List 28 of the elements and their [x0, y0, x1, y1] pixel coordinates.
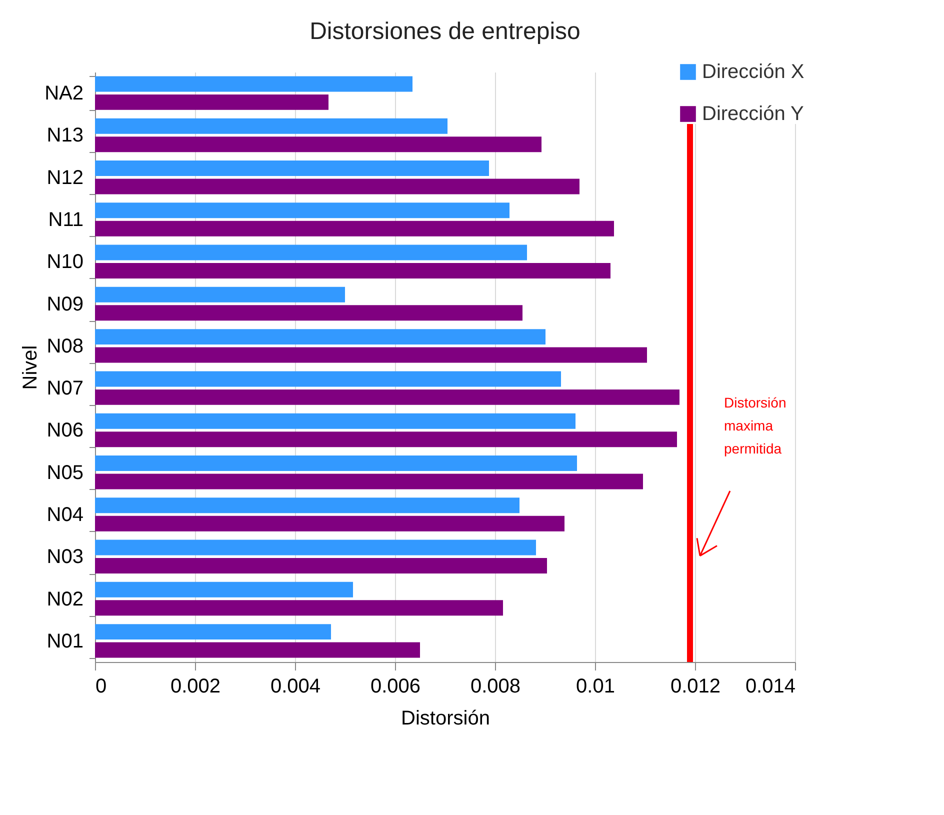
y-tick-label: N05: [46, 462, 84, 484]
y-tick-label: N01: [46, 630, 84, 652]
y-tick-label: N02: [46, 588, 84, 610]
y-tick-label: N11: [48, 209, 84, 231]
y-tick-label: N07: [46, 378, 84, 400]
legend-label: Dirección Y: [702, 103, 804, 125]
chart-title: Distorsiones de entrepiso: [310, 18, 580, 45]
y-tick-label: N03: [46, 546, 84, 568]
x-tick-label: 0.006: [370, 676, 421, 698]
y-tick-label: N04: [46, 504, 84, 526]
x-tick-label: 0.002: [170, 676, 221, 698]
y-tick-label: N13: [46, 124, 84, 147]
y-tick-label: N10: [46, 251, 84, 274]
x-tick-label: 0.008: [470, 676, 521, 698]
y-tick-label: N08: [46, 335, 84, 358]
y-axis-title: Nivel: [20, 345, 42, 390]
y-tick-label: N09: [46, 293, 84, 316]
x-tick-label: 0: [96, 676, 107, 698]
y-tick-label: N12: [46, 166, 84, 189]
x-axis-title: Distorsión: [401, 708, 490, 730]
ref-line-label: Distorsión maxima permitida: [724, 394, 786, 456]
x-tick-label: 0.012: [670, 676, 721, 698]
x-tick-label: 0.01: [576, 676, 615, 698]
y-tick-label: NA2: [44, 82, 84, 105]
legend-label: Dirección X: [702, 61, 804, 83]
y-tick-label: N06: [46, 420, 84, 442]
x-tick-label: 0.014: [745, 676, 796, 698]
x-tick-label: 0.004: [270, 676, 321, 698]
